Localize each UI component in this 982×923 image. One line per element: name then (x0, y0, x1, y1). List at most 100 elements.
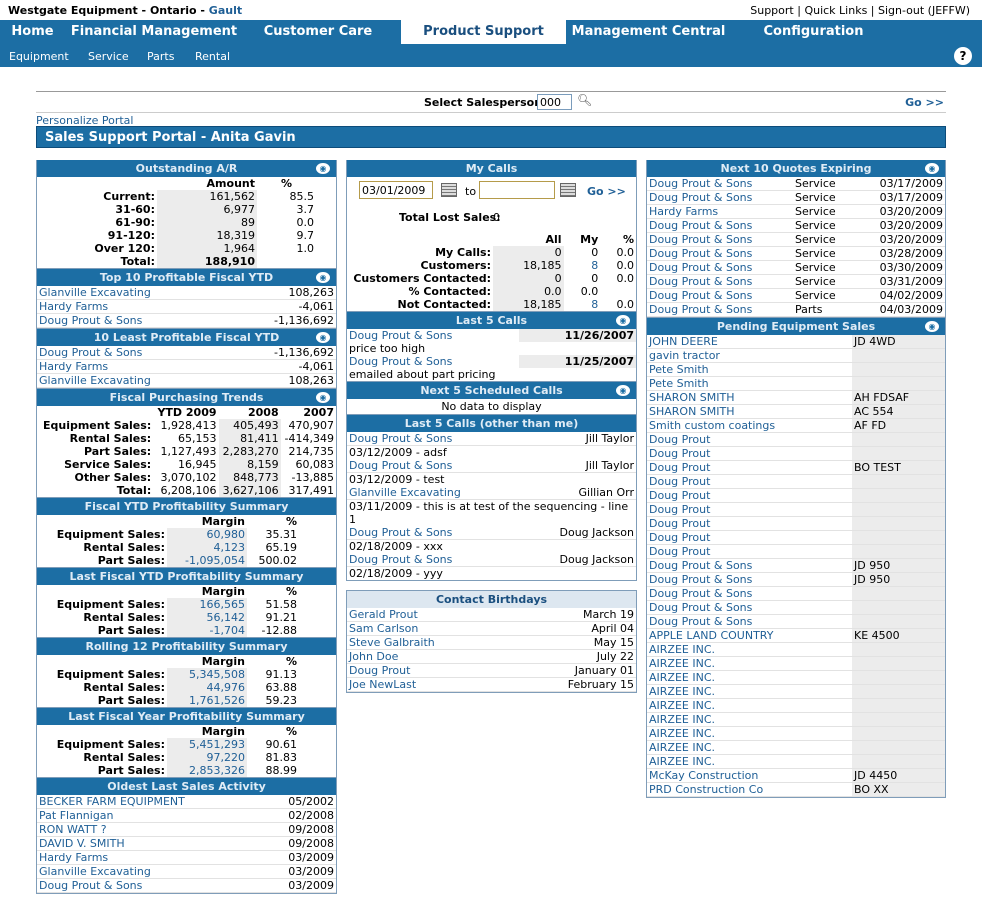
eye-icon[interactable]: ◉ (616, 385, 630, 396)
customer-link[interactable]: Doug Prout & Sons (37, 313, 230, 328)
customer-link[interactable]: Doug Prout & Sons (647, 586, 852, 601)
eye-icon[interactable]: ◉ (316, 163, 330, 174)
customer-link[interactable]: gavin tractor (647, 348, 852, 363)
nav-financial-management[interactable]: Financial Management (70, 24, 238, 39)
margin-link[interactable]: 166,565 (167, 598, 247, 611)
eye-icon[interactable]: ◉ (925, 163, 939, 174)
customer-link[interactable]: Doug Prout (647, 432, 852, 447)
subnav-equipment[interactable]: Equipment (9, 50, 69, 63)
customer-link[interactable]: APPLE LAND COUNTRY (647, 628, 852, 643)
customer-link[interactable]: Doug Prout (647, 488, 852, 503)
customer-link[interactable]: Doug Prout (647, 530, 852, 545)
customer-link[interactable]: Doug Prout & Sons (347, 459, 520, 473)
customer-link[interactable]: RON WATT ? (37, 822, 262, 837)
customer-link[interactable]: Doug Prout (647, 502, 852, 517)
customer-link[interactable]: AIRZEE INC. (647, 698, 852, 713)
customer-link[interactable]: Doug Prout & Sons (37, 878, 262, 893)
customer-link[interactable]: Gerald Prout (347, 608, 510, 622)
customer-link[interactable]: Hardy Farms (37, 850, 262, 865)
customer-link[interactable]: McKay Construction (647, 768, 852, 783)
customer-link[interactable]: Doug Prout & Sons (647, 218, 793, 233)
customer-link[interactable]: Doug Prout (647, 446, 852, 461)
calendar-icon[interactable] (560, 183, 576, 197)
customer-link[interactable]: AIRZEE INC. (647, 684, 852, 699)
margin-link[interactable]: 56,142 (167, 611, 247, 624)
customer-link[interactable]: Doug Prout (647, 474, 852, 489)
customer-link[interactable]: Doug Prout & Sons (647, 177, 793, 191)
nav-configuration[interactable]: Configuration (763, 24, 864, 39)
calls-link[interactable]: 8 (591, 259, 599, 272)
eye-icon[interactable]: ◉ (316, 392, 330, 403)
margin-link[interactable]: 1,761,526 (167, 694, 247, 707)
customer-link[interactable]: Doug Prout (647, 544, 852, 559)
customer-link[interactable]: Pete Smith (647, 362, 852, 377)
customer-link[interactable]: Hardy Farms (647, 204, 793, 219)
customer-link[interactable]: SHARON SMITH (647, 390, 852, 405)
customer-link[interactable]: PRD Construction Co (647, 782, 852, 797)
help-icon[interactable]: ? (954, 47, 972, 65)
nav-home[interactable]: Home (11, 24, 54, 39)
customer-link[interactable]: Doug Prout & Sons (647, 302, 793, 317)
customer-link[interactable]: AIRZEE INC. (647, 656, 852, 671)
eye-icon[interactable]: ◉ (316, 332, 330, 343)
quick-links-link[interactable]: Quick Links (804, 4, 868, 17)
customer-link[interactable]: Sam Carlson (347, 621, 510, 636)
customer-link[interactable]: AIRZEE INC. (647, 670, 852, 685)
customer-link[interactable]: Glanville Excavating (347, 486, 520, 500)
customer-link[interactable]: Doug Prout & Sons (349, 329, 453, 342)
margin-link[interactable]: 5,451,293 (167, 738, 247, 751)
search-icon[interactable]: 🔍︎ (577, 93, 593, 107)
customer-link[interactable]: Doug Prout & Sons (647, 274, 793, 289)
customer-link[interactable]: Doug Prout & Sons (347, 553, 520, 567)
customer-link[interactable]: Doug Prout (647, 460, 852, 475)
customer-link[interactable]: Doug Prout & Sons (347, 526, 520, 540)
eye-icon[interactable]: ◉ (925, 321, 939, 332)
customer-link[interactable]: Steve Galbraith (347, 635, 510, 650)
margin-link[interactable]: -1,704 (167, 624, 247, 637)
customer-link[interactable]: Doug Prout & Sons (647, 600, 852, 615)
margin-link[interactable]: 60,980 (167, 528, 247, 541)
to-date-input[interactable] (479, 181, 555, 199)
customer-link[interactable]: AIRZEE INC. (647, 712, 852, 727)
from-date-input[interactable] (359, 181, 433, 199)
salesperson-input[interactable] (537, 94, 572, 110)
customer-link[interactable]: AIRZEE INC. (647, 726, 852, 741)
customer-link[interactable]: Doug Prout & Sons (347, 432, 520, 446)
customer-link[interactable]: Doug Prout & Sons (647, 260, 793, 275)
personalize-portal-link[interactable]: Personalize Portal (36, 114, 134, 127)
eye-icon[interactable]: ◉ (616, 315, 630, 326)
customer-link[interactable]: JOHN DEERE (647, 335, 852, 349)
customer-link[interactable]: Doug Prout & Sons (647, 232, 793, 247)
customer-link[interactable]: Hardy Farms (37, 359, 230, 374)
support-link[interactable]: Support (750, 4, 794, 17)
customer-link[interactable]: Doug Prout & Sons (349, 355, 453, 368)
nav-product-support[interactable]: Product Support (401, 20, 566, 44)
customer-link[interactable]: BECKER FARM EQUIPMENT (37, 795, 262, 809)
customer-link[interactable]: AIRZEE INC. (647, 740, 852, 755)
customer-link[interactable]: Doug Prout & Sons (647, 558, 852, 573)
customer-link[interactable]: Glanville Excavating (37, 286, 230, 300)
margin-link[interactable]: -1,095,054 (167, 554, 247, 567)
eye-icon[interactable]: ◉ (316, 272, 330, 283)
calls-link[interactable]: 8 (591, 298, 599, 311)
nav-management-central[interactable]: Management Central (571, 24, 726, 39)
customer-link[interactable]: John Doe (347, 649, 510, 664)
sign-out-link[interactable]: Sign-out (JEFFW) (878, 4, 970, 17)
salesperson-go-link[interactable]: Go >> (905, 96, 944, 109)
customer-link[interactable]: Doug Prout (347, 663, 510, 678)
customer-link[interactable]: SHARON SMITH (647, 404, 852, 419)
subnav-rental[interactable]: Rental (195, 50, 230, 63)
customer-link[interactable]: DAVID V. SMITH (37, 836, 262, 851)
customer-link[interactable]: Doug Prout & Sons (37, 346, 230, 360)
calls-go-link[interactable]: Go >> (587, 185, 626, 198)
customer-link[interactable]: Doug Prout & Sons (647, 288, 793, 303)
location-link[interactable]: Gault (208, 4, 243, 17)
subnav-parts[interactable]: Parts (147, 50, 175, 63)
calendar-icon[interactable] (441, 183, 457, 197)
customer-link[interactable]: AIRZEE INC. (647, 754, 852, 769)
customer-link[interactable]: Glanville Excavating (37, 373, 230, 388)
margin-link[interactable]: 44,976 (167, 681, 247, 694)
margin-link[interactable]: 2,853,326 (167, 764, 247, 777)
customer-link[interactable]: Doug Prout & Sons (647, 572, 852, 587)
customer-link[interactable]: Hardy Farms (37, 299, 230, 314)
